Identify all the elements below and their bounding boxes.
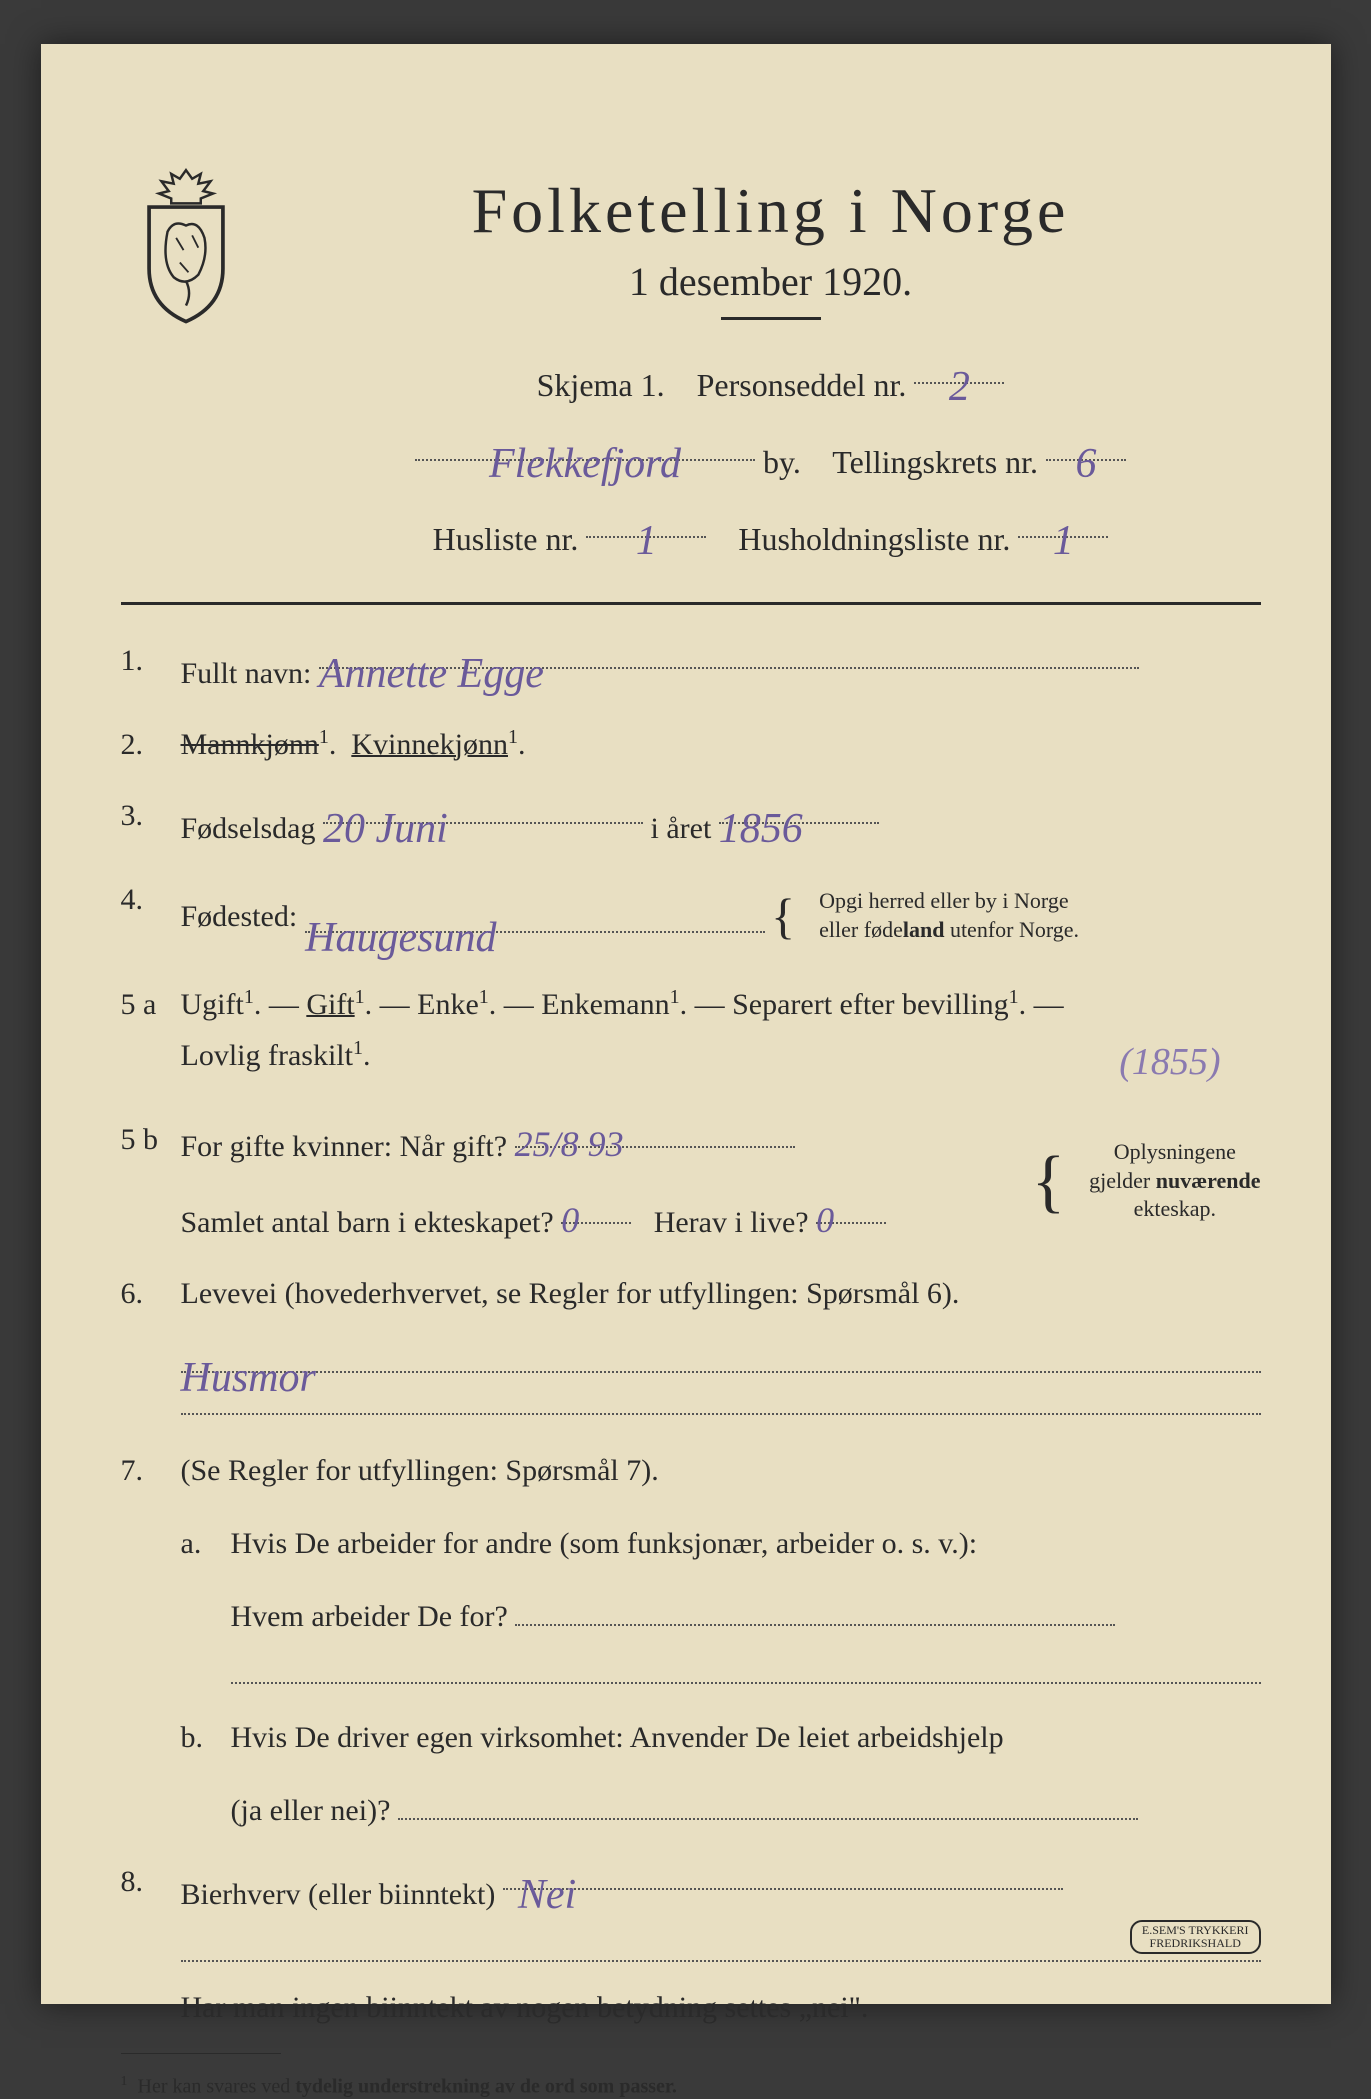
q6-label: Levevei (hovederhvervet, se Regler for u… xyxy=(181,1277,960,1310)
q4-label: Fødested: xyxy=(181,891,298,942)
q5a-opt0: Ugift xyxy=(181,988,244,1021)
q5a-opt3: Enkemann xyxy=(541,988,669,1021)
q5a-opt4: Separert efter bevilling xyxy=(732,988,1009,1021)
main-title: Folketelling i Norge xyxy=(281,174,1261,248)
q5a-annotation: (1855) xyxy=(1119,1030,1220,1095)
q2-num: 2. xyxy=(121,719,181,770)
q1-value: Annette Egge xyxy=(319,651,544,697)
q4-note: Opgi herred eller by i Norge eller fødel… xyxy=(811,887,1079,944)
footer-line1-row: Har man ingen biinntekt av nogen betydni… xyxy=(121,1982,1261,2033)
skjema-label: Skjema 1. xyxy=(537,367,665,403)
q2-row: 2. Mannkjønn1. Kvinnekjønn1. xyxy=(121,719,1261,770)
date-line: 1 desember 1920. xyxy=(281,258,1261,305)
q5a-opt5: Lovlig fraskilt xyxy=(181,1039,353,1072)
footnote: 1 Her kan svares ved tydelig understrekn… xyxy=(121,2074,1261,2099)
q8-num: 8. xyxy=(121,1856,181,1962)
q3-label: Fødselsdag xyxy=(181,812,316,845)
hushold-label: Husholdningsliste nr. xyxy=(738,521,1010,557)
q7b-l2: (ja eller nei)? xyxy=(231,1794,391,1827)
form-id-row: Skjema 1. Personseddel nr. 2 Flekkefjord… xyxy=(281,350,1261,566)
q3-year-label: i året xyxy=(651,812,712,845)
q6-num: 6. xyxy=(121,1268,181,1415)
census-form-page: Folketelling i Norge 1 desember 1920. Sk… xyxy=(41,44,1331,2004)
q5b-l2a-label: Samlet antal barn i ekteskapet? xyxy=(181,1206,554,1239)
person-nr-value: 2 xyxy=(949,364,970,410)
q5a-opt2: Enke xyxy=(417,988,479,1021)
q5b-num: 5 b xyxy=(121,1114,181,1248)
q5b-l2b-label: Herav i live? xyxy=(654,1206,809,1239)
q1-row: 1. Fullt navn: Annette Egge xyxy=(121,635,1261,699)
q1-label: Fullt navn: xyxy=(181,657,312,690)
q1-num: 1. xyxy=(121,635,181,699)
footer-line1: Har man ingen biinntekt av nogen betydni… xyxy=(181,1982,1261,2033)
printer-mark: E.SEM'S TRYKKERI FREDRIKSHALD xyxy=(1130,1920,1261,1954)
q3-row: 3. Fødselsdag 20 Juni i året 1856 xyxy=(121,790,1261,854)
q7b-num: b. xyxy=(181,1712,231,1836)
q4-num: 4. xyxy=(121,874,181,959)
title-block: Folketelling i Norge 1 desember 1920. Sk… xyxy=(281,164,1261,582)
footnote-divider xyxy=(121,2053,281,2054)
q8-row: 8. Bierhverv (eller biinntekt) Nei xyxy=(121,1856,1261,1962)
city-suffix: by. xyxy=(763,444,801,480)
city-value: Flekkefjord xyxy=(489,441,681,487)
q4-value: Haugesund xyxy=(305,915,496,961)
title-divider xyxy=(721,317,821,320)
q5b-note: Oplysningene gjelder nuværende ekteskap. xyxy=(1077,1138,1260,1224)
q7a-l1: Hvis De arbeider for andre (som funksjon… xyxy=(231,1518,1261,1569)
q3-year-value: 1856 xyxy=(719,806,803,852)
q5b-l2a-value: 0 xyxy=(561,1200,579,1240)
q5b-row: 5 b For gifte kvinner: Når gift? 25/8 93… xyxy=(121,1114,1261,1248)
q7-num: 7. xyxy=(121,1445,181,1836)
q3-num: 3. xyxy=(121,790,181,854)
q7a-l2: Hvem arbeider De for? xyxy=(231,1600,508,1633)
q3-day-value: 20 Juni xyxy=(323,806,448,852)
q7-label: (Se Regler for utfyllingen: Spørsmål 7). xyxy=(181,1454,659,1487)
q5b-l1-label: For gifte kvinner: Når gift? xyxy=(181,1130,508,1163)
q6-row: 6. Levevei (hovederhvervet, se Regler fo… xyxy=(121,1268,1261,1415)
q4-row: 4. Fødested: Haugesund { Opgi herred ell… xyxy=(121,874,1261,959)
husliste-label: Husliste nr. xyxy=(433,521,579,557)
q6-value: Husmor xyxy=(181,1355,316,1401)
header: Folketelling i Norge 1 desember 1920. Sk… xyxy=(121,164,1261,582)
hushold-nr-value: 1 xyxy=(1053,518,1074,564)
q7a-num: a. xyxy=(181,1518,231,1684)
q2-opt-m: Mannkjønn xyxy=(181,728,319,761)
q5b-l2b-value: 0 xyxy=(816,1200,834,1240)
q8-value: Nei xyxy=(518,1872,576,1918)
q5a-opt1: Gift xyxy=(306,988,354,1021)
q5a-num: 5 a xyxy=(121,979,181,1095)
person-label: Personseddel nr. xyxy=(697,367,907,403)
krets-nr-value: 6 xyxy=(1076,441,1097,487)
coat-of-arms-icon xyxy=(121,164,251,324)
krets-label: Tellingskrets nr. xyxy=(832,444,1038,480)
q2-opt-k: Kvinnekjønn xyxy=(351,728,508,761)
husliste-nr-value: 1 xyxy=(636,518,657,564)
q5b-l1-value: 25/8 93 xyxy=(515,1124,624,1164)
q5a-row: 5 a Ugift1. — Gift1. — Enke1. — Enkemann… xyxy=(121,979,1261,1095)
header-divider xyxy=(121,602,1261,605)
q7b-l1: Hvis De driver egen virksomhet: Anvender… xyxy=(231,1712,1261,1763)
q8-label: Bierhverv (eller biinntekt) xyxy=(181,1878,496,1911)
q7-row: 7. (Se Regler for utfyllingen: Spørsmål … xyxy=(121,1445,1261,1836)
